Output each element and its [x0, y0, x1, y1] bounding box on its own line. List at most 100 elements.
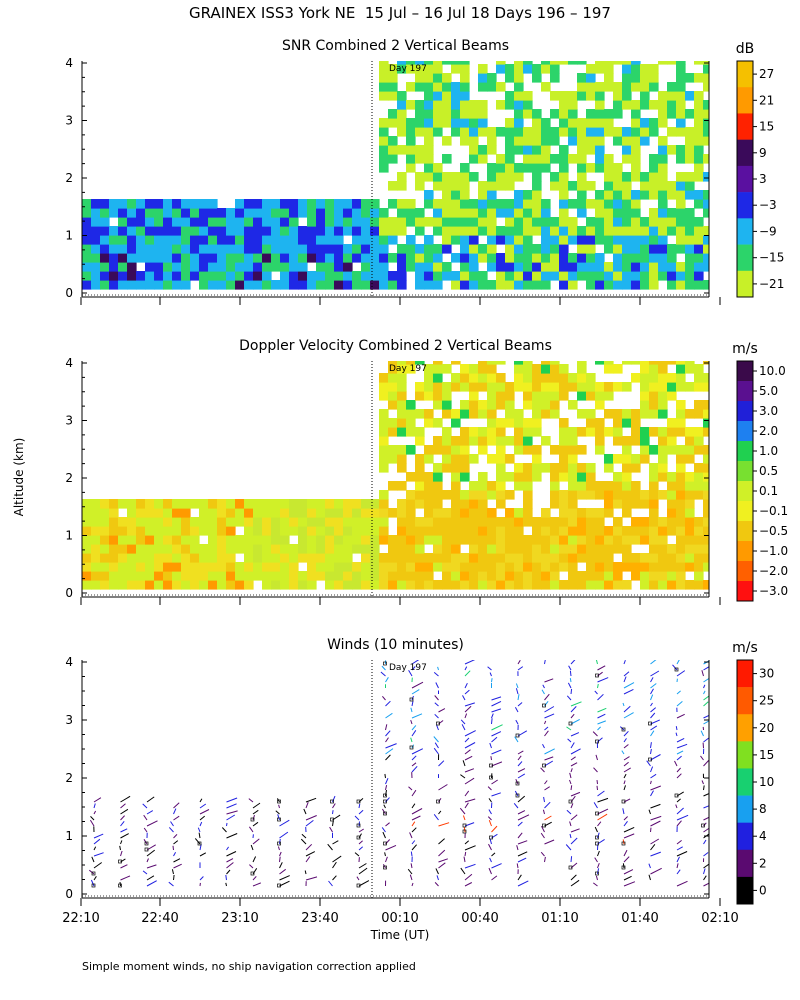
colorbar-label: 30 — [759, 667, 774, 681]
colorbar-label: 2 — [759, 856, 767, 870]
colorbar-label: 5.0 — [759, 384, 778, 398]
x-tick-label: 23:10 — [221, 911, 258, 926]
colorbar-label: −1.0 — [759, 544, 788, 558]
colorbar-frame — [736, 360, 754, 602]
colorbar-swatch — [737, 768, 753, 796]
colorbar-label: 25 — [759, 694, 774, 708]
colorbar-label: 0.1 — [759, 484, 778, 498]
x-tick-label: 01:10 — [541, 911, 578, 926]
colorbar-label: −0.5 — [759, 524, 788, 538]
colorbar-swatch — [737, 218, 753, 245]
colorbar-swatch — [737, 714, 753, 742]
colorbar-label: 0.5 — [759, 464, 778, 478]
snr-panel-title: SNR Combined 2 Vertical Beams — [281, 38, 510, 54]
velocity-panel-title: Doppler Velocity Combined 2 Vertical Bea… — [239, 338, 552, 354]
colorbar-label: 4 — [759, 829, 767, 843]
colorbar-unit: m/s — [732, 640, 758, 656]
colorbar-swatch — [737, 521, 753, 542]
colorbar-swatch — [737, 876, 753, 905]
colorbar-label: −3.0 — [759, 584, 788, 598]
colorbar-label: 3 — [759, 172, 767, 186]
colorbar-unit: m/s — [732, 341, 758, 357]
day-label: Day 197 — [389, 364, 427, 374]
heatmap-0 — [82, 61, 709, 290]
main-title: GRAINEX ISS3 York NE 15 Jul – 16 Jul 18 … — [189, 4, 611, 22]
y-tick-label: 3 — [65, 713, 73, 727]
x-tick-label: 22:10 — [62, 911, 99, 926]
colorbar-swatch — [737, 192, 753, 219]
footnote: Simple moment winds, no ship navigation … — [82, 960, 416, 973]
x-axis-label: Time (UT) — [370, 928, 430, 942]
y-tick-label: 2 — [65, 171, 73, 185]
y-tick-label: 2 — [65, 471, 73, 485]
colorbar-swatch — [737, 795, 753, 823]
x-tick-label: 00:40 — [461, 911, 498, 926]
colorbar-label: 8 — [759, 802, 767, 816]
colorbar-swatch — [737, 270, 753, 298]
colorbar-swatch — [737, 461, 753, 482]
colorbar-label: −0.1 — [759, 504, 788, 518]
colorbar-swatch — [737, 61, 753, 88]
colorbar-swatch — [737, 244, 753, 272]
y-tick-label: 1 — [65, 829, 73, 843]
colorbar-unit: dB — [736, 41, 755, 57]
colorbar-swatch — [737, 361, 753, 382]
colorbar-swatch — [737, 401, 753, 422]
colorbar-swatch — [737, 113, 753, 140]
colorbar-label: −15 — [759, 251, 784, 265]
colorbar-swatch — [737, 541, 753, 562]
colorbar-label: 3.0 — [759, 404, 778, 418]
colorbar-swatch — [737, 561, 753, 582]
colorbar-swatch — [737, 481, 753, 502]
colorbar-swatch — [737, 849, 753, 878]
colorbar-label: −9 — [759, 224, 777, 238]
x-tick-label: 23:40 — [301, 911, 338, 926]
y-tick-label: 1 — [65, 529, 73, 543]
winds-panel-title: Winds (10 minutes) — [327, 637, 464, 653]
colorbar-label: −21 — [759, 277, 784, 291]
colorbar-label: 1.0 — [759, 444, 778, 458]
y-tick-label: 2 — [65, 771, 73, 785]
y-tick-label: 4 — [65, 56, 73, 70]
heatmap-1 — [82, 361, 709, 590]
colorbar-swatch — [737, 581, 753, 602]
day-label: Day 197 — [389, 663, 427, 673]
colorbar-label: 15 — [759, 748, 774, 762]
colorbar-label: 21 — [759, 93, 774, 107]
colorbar-label: 9 — [759, 146, 767, 160]
colorbar-label: 15 — [759, 120, 774, 134]
colorbar-swatch — [737, 421, 753, 442]
colorbar-label: 0 — [759, 883, 767, 897]
colorbar-swatch — [737, 139, 753, 167]
day-label: Day 197 — [389, 64, 427, 74]
colorbar-label: −2.0 — [759, 564, 788, 578]
colorbar-label: 10.0 — [759, 364, 786, 378]
x-tick-label: 00:10 — [381, 911, 418, 926]
y-tick-label: 3 — [65, 414, 73, 428]
wind-barbs — [88, 660, 709, 888]
x-tick-label: 22:40 — [141, 911, 178, 926]
colorbar-swatch — [737, 501, 753, 522]
y-tick-label: 3 — [65, 114, 73, 128]
y-tick-label: 0 — [65, 286, 73, 300]
colorbar-label: 10 — [759, 775, 774, 789]
colorbar-swatch — [737, 822, 753, 851]
y-tick-label: 1 — [65, 229, 73, 243]
colorbar-swatch — [737, 165, 753, 193]
x-tick-label: 02:10 — [701, 911, 738, 926]
colorbar-label: 2.0 — [759, 424, 778, 438]
colorbar-swatch — [737, 687, 753, 715]
colorbar-label: 20 — [759, 721, 774, 735]
colorbar-swatch — [737, 87, 753, 114]
colorbar-swatch — [737, 660, 753, 688]
colorbar-label: 27 — [759, 67, 774, 81]
colorbar-swatch — [737, 741, 753, 769]
colorbar-swatch — [737, 441, 753, 462]
y-tick-label: 0 — [65, 586, 73, 600]
x-tick-label: 01:40 — [621, 911, 658, 926]
colorbar-label: −3 — [759, 198, 777, 212]
colorbar-swatch — [737, 381, 753, 402]
y-tick-label: 0 — [65, 887, 73, 901]
y-tick-label: 4 — [65, 655, 73, 669]
